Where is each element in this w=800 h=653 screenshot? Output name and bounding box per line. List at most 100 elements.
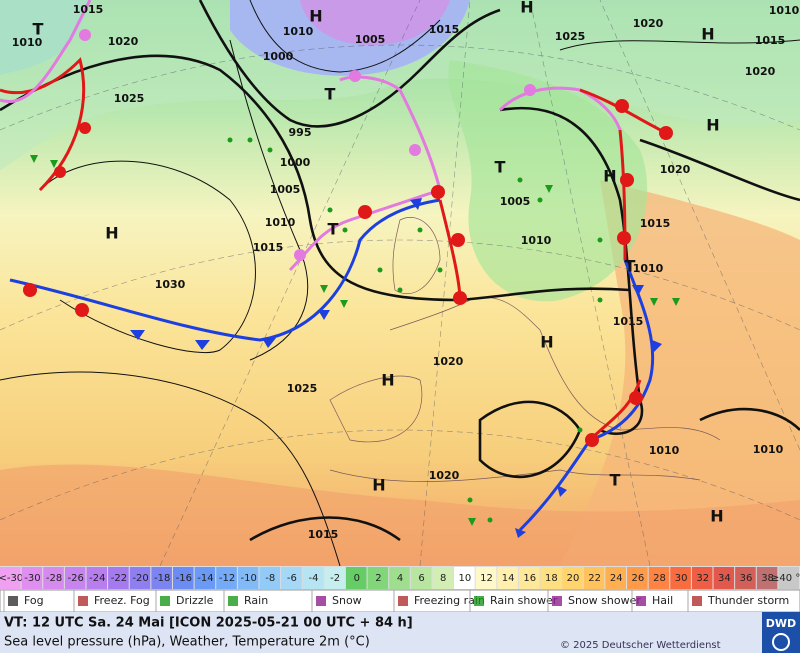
pressure-center: H [105,224,118,243]
scale-label: 18 [545,573,558,584]
pressure-center: T [325,85,336,104]
scale-label: <-30 [0,573,23,584]
scale-label: 2 [375,573,381,584]
legend-label: Freezing rain [414,594,485,607]
legend-label: Hail [652,594,673,607]
scale-label: 8 [440,573,446,584]
scale-cell [108,567,129,589]
legend-icon [160,596,170,606]
isobar-label: 1015 [613,315,644,328]
legend-icon [316,596,326,606]
isobar-label: 1005 [500,195,531,208]
scale-label: -22 [111,573,127,584]
scale-label: -12 [219,573,235,584]
pressure-center: H [701,25,714,44]
isobar-label: 1025 [114,92,145,105]
scale-label: 12 [480,573,493,584]
scale-label: -6 [287,573,297,584]
scale-cell [216,567,237,589]
legend-label: Drizzle [176,594,214,607]
isobar-label: 1000 [263,50,294,63]
scale-cell [64,567,86,589]
scale-cell [691,567,713,589]
pressure-center: H [706,116,719,135]
scale-cell [432,567,454,589]
pressure-center: H [603,167,616,186]
isobar-label: 1015 [253,241,284,254]
isobars [0,0,800,567]
scale-cell [518,567,540,589]
isobar-label: 1000 [280,156,311,169]
scale-cell [281,567,302,589]
graticule [0,0,800,567]
weather-symbols [30,137,680,526]
legend-icon [474,596,484,606]
scale-label: 26 [631,573,644,584]
scale-cell [86,567,108,589]
isobar-label: 1015 [73,3,104,16]
scale-label: -28 [46,573,62,584]
scale-cell [583,567,605,589]
scale-cell [0,567,21,589]
scale-cell [302,567,324,589]
isobar-label: 1010 [649,444,680,457]
pressure-center: T [625,257,636,276]
scale-cell [389,567,410,589]
isobar-label: 1020 [108,35,139,48]
scale-label: -2 [330,573,340,584]
footer-bg [0,612,800,653]
scale-label: 6 [418,573,424,584]
scale-cell [713,567,735,589]
isobar-label: 1005 [355,33,386,46]
isobar-label: 1010 [265,216,296,229]
legend-label: Rain [244,594,268,607]
isobar-label: 1025 [287,382,318,395]
scale-label: -4 [309,573,319,584]
legend-icon [636,596,646,606]
isobar-label: 1020 [633,17,664,30]
scale-cell [562,567,583,589]
copyright: © 2025 Deutscher Wetterdienst [560,640,721,651]
pressure-center: H [540,333,553,352]
scale-label: -18 [154,573,170,584]
scale-cell [627,567,648,589]
scale-label: ≥40 °C [771,573,800,584]
legend-icon [78,596,88,606]
isobar-label: 1015 [640,217,671,230]
scale-cell [475,567,497,589]
valid-time: VT: 12 UTC Sa. 24 Mai [ICON 2025-05-21 0… [4,616,413,631]
scale-cell [21,567,43,589]
pressure-center: T [328,220,339,239]
isobar-label: 1010 [633,262,664,275]
pressure-center: H [372,476,385,495]
isobar-label: 1015 [429,23,460,36]
isobar-label: 1010 [12,36,43,49]
map-background [0,0,800,566]
scale-label: 28 [653,573,666,584]
scale-label: -10 [240,573,256,584]
isobar-label: 1015 [755,34,786,47]
scale-cell [648,567,670,589]
scale-label: 34 [718,573,731,584]
front-symbols [23,29,673,538]
legend-label: Freez. Fog [94,594,150,607]
scale-cell [43,567,64,589]
isobar-label: 1010 [283,25,314,38]
isobar-label: 1030 [155,278,186,291]
legend-label: Rain shower [490,594,558,607]
isobar-label: 1010 [521,234,552,247]
isobar-label: 1025 [555,30,586,43]
pressure-center: H [381,371,394,390]
description: Sea level pressure (hPa), Weather, Tempe… [4,635,370,650]
pressure-center: T [495,158,506,177]
isobar-label: 1020 [429,469,460,482]
legend-icon [552,596,562,606]
scale-label: 30 [675,573,688,584]
scale-label: -20 [132,573,148,584]
scale-cell [605,567,627,589]
isobar-label: 1020 [433,355,464,368]
scale-label: -24 [89,573,105,584]
scale-label: 22 [588,573,601,584]
isobar-label: 1005 [270,183,301,196]
scale-label: 24 [610,573,623,584]
